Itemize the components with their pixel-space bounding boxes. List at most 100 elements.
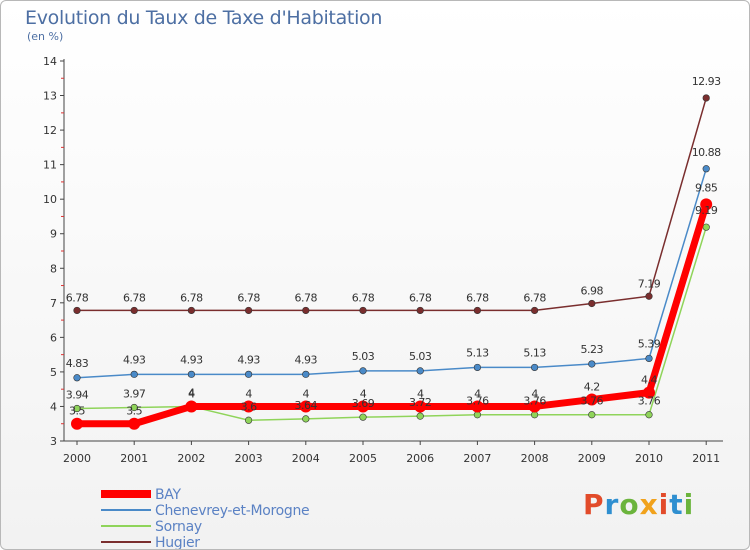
sornay-data-label: 4 <box>188 386 195 399</box>
chart-title: Evolution du Taux de Taxe d'Habitation <box>25 7 383 29</box>
hugier-line <box>77 97 707 312</box>
sornay-point <box>245 416 253 424</box>
chenevrey-data-label: 4.93 <box>237 353 260 366</box>
bay-data-label: 4 <box>531 387 538 400</box>
x-tick-label: 2008 <box>521 452 549 465</box>
hugier-point <box>530 306 539 315</box>
y-tick-label: 4 <box>50 400 57 413</box>
hugier-data-label: 6.78 <box>180 291 203 304</box>
bay-point <box>414 400 427 413</box>
hugier-point <box>702 94 710 102</box>
bay-point <box>528 400 541 413</box>
bay-data-label: 4.4 <box>641 374 657 387</box>
sornay-point <box>73 404 81 413</box>
hugier-data-label: 6.98 <box>581 285 604 298</box>
y-tick-label: 10 <box>43 193 57 206</box>
chenevrey-point <box>130 370 138 378</box>
bay-point <box>471 400 484 413</box>
chenevrey-data-label: 10.88 <box>692 146 721 159</box>
hugier-point <box>187 306 195 315</box>
hugier-data-label: 6.78 <box>466 291 489 304</box>
y-tick-label: 6 <box>50 331 57 344</box>
y-tick-label: 8 <box>50 262 57 275</box>
sornay-data-label: 3.76 <box>523 395 546 408</box>
sornay-data-label: 3.94 <box>66 389 89 402</box>
hugier-point <box>73 306 81 315</box>
chenevrey-data-label: 5.23 <box>581 343 604 356</box>
chenevrey-data-label: 5.03 <box>352 350 375 363</box>
hugier-point <box>473 306 482 315</box>
bay-point <box>299 400 312 413</box>
bay-point <box>128 417 141 430</box>
chenevrey-point <box>73 374 81 382</box>
hugier-data-label: 6.78 <box>66 291 89 304</box>
x-tick-label: 2002 <box>177 452 205 465</box>
sornay-data-label: 3.6 <box>241 400 257 413</box>
hugier-point <box>416 306 424 315</box>
hugier-data-label: 6.78 <box>352 291 375 304</box>
chenevrey-point <box>588 360 596 368</box>
sornay-point <box>416 412 424 420</box>
chenevrey-point <box>245 370 253 378</box>
bay-point <box>700 198 713 211</box>
chenevrey-point <box>302 370 310 378</box>
chenevrey-point <box>473 363 482 372</box>
x-tick-label: 2007 <box>463 452 491 465</box>
x-tick-label: 2004 <box>292 452 320 465</box>
sornay-point <box>702 223 710 231</box>
chenevrey-data-label: 4.93 <box>180 353 203 366</box>
bay-data-label: 4 <box>245 387 252 400</box>
hugier-point <box>645 292 653 300</box>
sornay-data-label: 3.97 <box>123 387 146 400</box>
chenevrey-data-label: 4.93 <box>295 353 318 366</box>
sornay-data-label: 3.76 <box>638 395 661 408</box>
chenevrey-point <box>187 370 195 378</box>
x-tick-label: 2000 <box>63 452 91 465</box>
y-tick-label: 3 <box>50 435 57 448</box>
chenevrey-data-label: 5.03 <box>409 350 432 363</box>
x-tick-label: 2006 <box>406 452 434 465</box>
hugier-data-label: 6.78 <box>409 291 432 304</box>
hugier-data-label: 6.78 <box>295 291 318 304</box>
sornay-data-label: 3.76 <box>466 395 489 408</box>
bay-data-label: 3.5 <box>126 405 142 418</box>
sornay-data-label: 3.69 <box>352 397 375 410</box>
y-tick-label: 12 <box>43 124 57 137</box>
legend-label-3: Hugier <box>155 535 200 550</box>
chenevrey-point <box>359 367 367 375</box>
sornay-point <box>130 403 138 412</box>
sornay-point <box>645 411 653 419</box>
bay-data-label: 4.2 <box>584 381 600 394</box>
bay-point <box>71 417 83 430</box>
bay-data-label: 4 <box>474 387 481 400</box>
chenevrey-point <box>530 363 539 372</box>
sornay-data-label: 9.19 <box>695 204 718 217</box>
sornay-point <box>359 413 367 421</box>
y-tick-label: 14 <box>43 55 57 68</box>
hugier-point <box>130 306 138 315</box>
bay-point <box>185 400 198 413</box>
hugier-data-label: 6.78 <box>237 291 260 304</box>
bay-data-label: 4 <box>303 387 310 400</box>
bay-data-label: 4 <box>417 387 424 400</box>
y-tick-label: 5 <box>50 366 57 379</box>
proxiti-logo: Proxiti <box>583 488 695 521</box>
y-tick-label: 13 <box>43 90 57 103</box>
chenevrey-data-label: 5.13 <box>523 346 546 359</box>
chenevrey-point <box>416 367 424 375</box>
x-tick-label: 2011 <box>692 452 720 465</box>
chenevrey-point <box>645 354 653 363</box>
bay-data-label: 4 <box>360 387 367 400</box>
bay-line <box>77 203 710 428</box>
bay-data-label: 4 <box>188 387 195 400</box>
bay-point <box>357 400 369 413</box>
hugier-point <box>245 306 253 315</box>
y-tick-label: 11 <box>43 159 57 172</box>
bay-data-label: 3.5 <box>69 405 85 418</box>
chenevrey-data-label: 5.13 <box>466 346 489 359</box>
bay-point <box>585 393 598 406</box>
legend-label-2: Sornay <box>155 519 202 535</box>
hugier-data-label: 6.78 <box>523 291 546 304</box>
